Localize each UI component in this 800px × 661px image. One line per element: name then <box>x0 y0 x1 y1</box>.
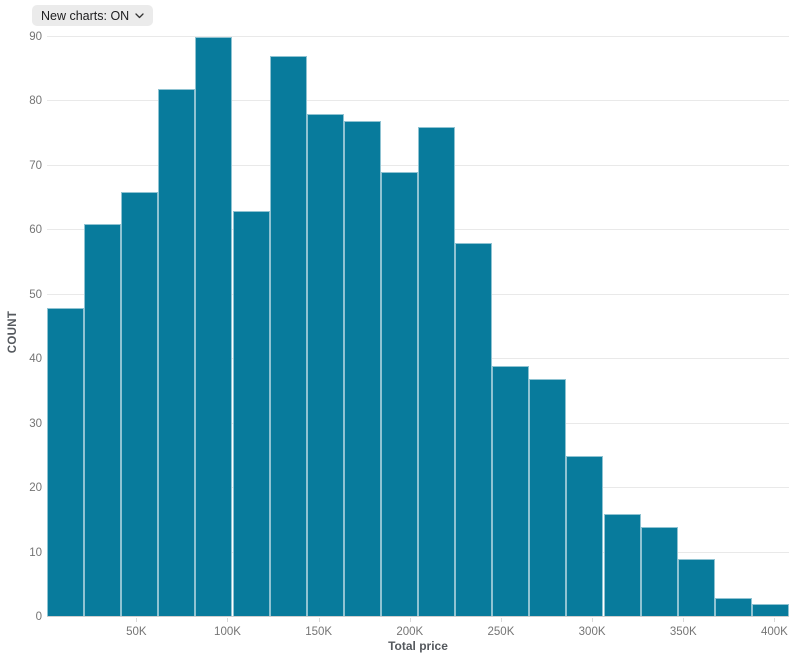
y-tick-label: 80 <box>29 95 42 108</box>
y-tick-label: 70 <box>29 159 42 172</box>
histogram-bar[interactable] <box>529 378 567 617</box>
x-tick-mark <box>683 618 685 622</box>
x-axis-title: Total price <box>388 639 448 653</box>
histogram-bar[interactable] <box>566 455 604 617</box>
new-charts-toggle-label: New charts: ON <box>41 8 130 23</box>
histogram-bar[interactable] <box>158 88 196 617</box>
gridline <box>47 36 789 37</box>
x-tick-label: 150K <box>305 626 333 638</box>
y-tick-label: 30 <box>29 417 42 430</box>
plot-area <box>47 36 789 617</box>
histogram-bar[interactable] <box>121 191 159 617</box>
x-tick-label: 250K <box>487 626 515 638</box>
histogram-bar[interactable] <box>492 365 530 617</box>
y-tick-label: 60 <box>29 224 42 237</box>
x-tick-label: 200K <box>396 626 424 638</box>
x-tick-mark <box>318 618 320 622</box>
histogram-bar[interactable] <box>343 120 381 617</box>
histogram-bar[interactable] <box>232 211 270 617</box>
x-tick-mark <box>774 618 776 622</box>
x-tick-mark <box>409 618 411 622</box>
histogram-bar[interactable] <box>603 513 641 617</box>
histogram-bar[interactable] <box>714 597 752 617</box>
x-tick-label: 50K <box>126 626 147 638</box>
new-charts-toggle[interactable]: New charts: ON <box>32 5 154 26</box>
chevron-down-icon <box>135 13 144 19</box>
x-tick-mark <box>136 618 138 622</box>
y-tick-label: 40 <box>29 353 42 366</box>
histogram-bar[interactable] <box>195 37 233 617</box>
x-tick-mark <box>500 618 502 622</box>
histogram-bar[interactable] <box>418 127 456 617</box>
x-tick-label: 350K <box>669 626 697 638</box>
x-tick-mark <box>227 618 229 622</box>
histogram-bar[interactable] <box>640 526 678 617</box>
x-tick-label: 100K <box>214 626 241 638</box>
x-tick-mark <box>592 618 594 622</box>
y-tick-label: 90 <box>29 31 42 43</box>
histogram-bar[interactable] <box>47 307 85 617</box>
y-tick-label: 10 <box>29 546 42 559</box>
y-tick-label: 50 <box>29 288 42 301</box>
histogram-bar[interactable] <box>380 172 418 617</box>
x-tick-label: 300K <box>578 626 606 638</box>
histogram-bar[interactable] <box>455 243 493 617</box>
histogram-bar[interactable] <box>269 56 307 617</box>
gridline <box>47 100 789 102</box>
histogram-bar[interactable] <box>751 604 789 617</box>
histogram-bar[interactable] <box>306 114 344 617</box>
histogram-bar[interactable] <box>677 559 715 617</box>
y-axis-title: COUNT <box>7 310 19 354</box>
histogram-bar[interactable] <box>84 223 122 617</box>
y-tick-label: 0 <box>35 611 42 623</box>
y-tick-label: 20 <box>29 482 42 495</box>
x-tick-label: 400K <box>760 626 788 638</box>
x-axis-line <box>47 616 789 617</box>
